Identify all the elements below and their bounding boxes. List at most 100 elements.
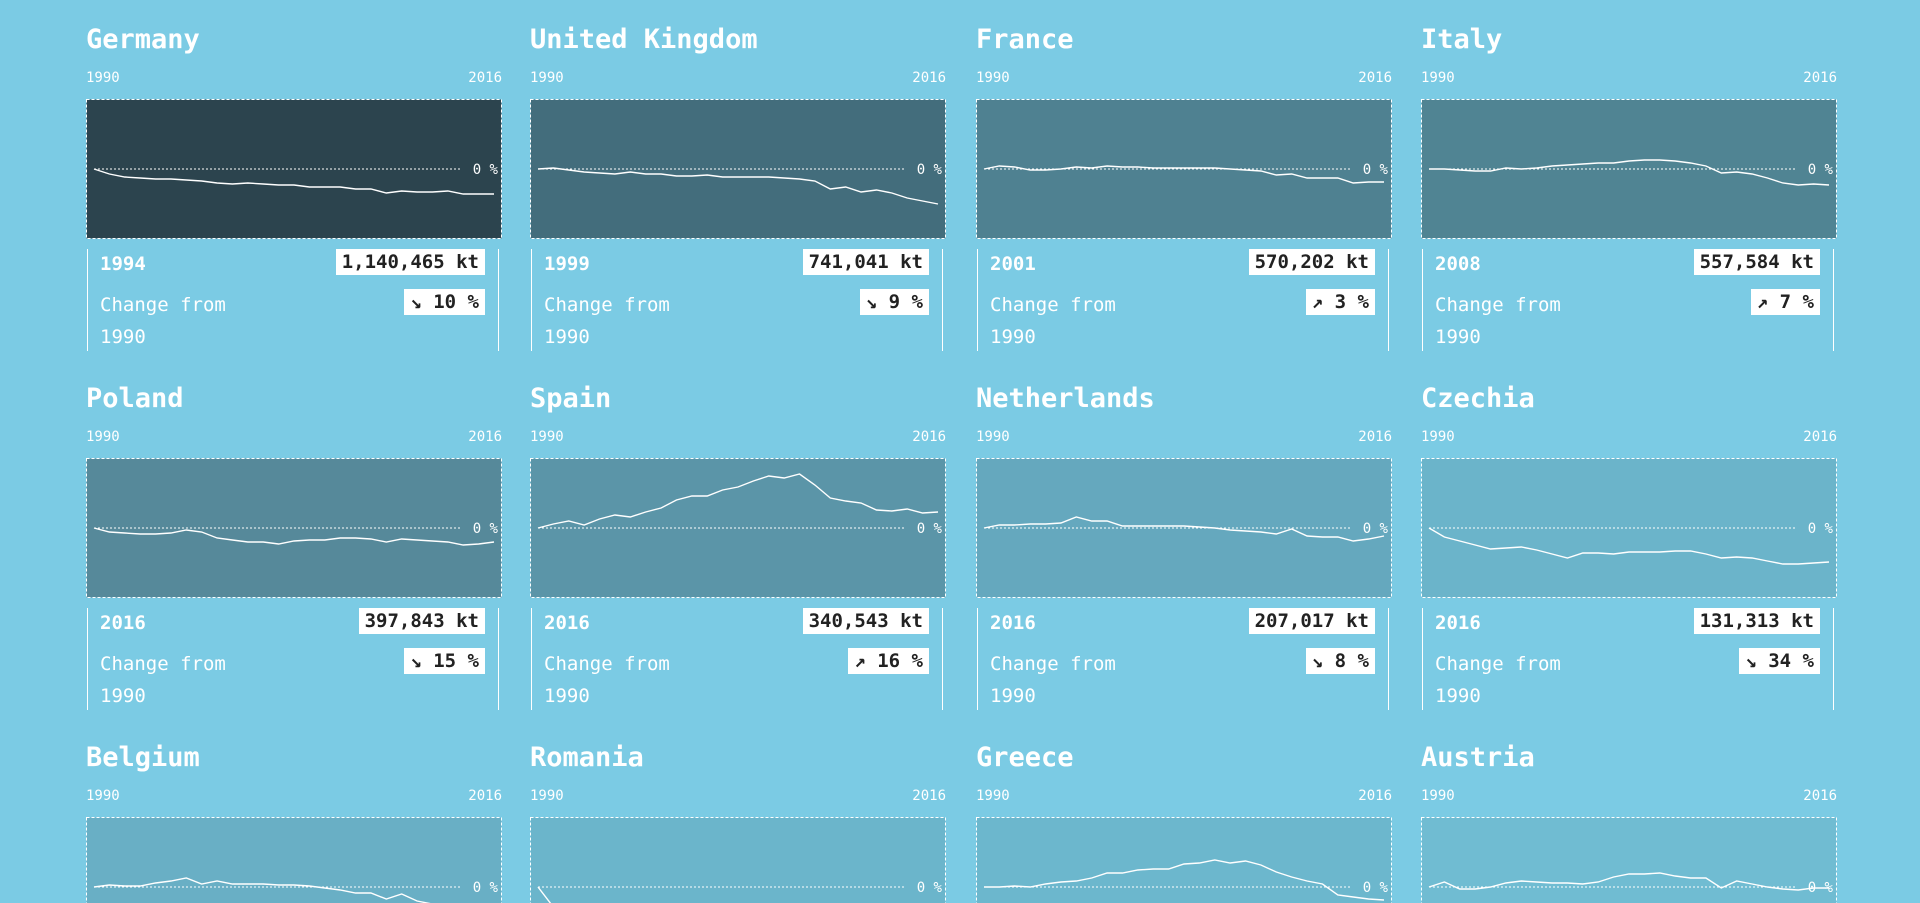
change-from-label: Change from 1990 <box>1435 294 1561 348</box>
emission-line <box>983 516 1385 542</box>
emission-line <box>1428 872 1829 891</box>
zero-label: 0 % <box>473 521 499 537</box>
country-card: Belgium 1990 2016 0 % <box>86 718 502 903</box>
start-year: 1990 <box>530 429 564 445</box>
start-year: 1990 <box>976 788 1010 804</box>
end-year: 2016 <box>912 429 946 445</box>
selected-year: 1999 <box>544 253 590 275</box>
start-year: 1990 <box>86 429 120 445</box>
amount-badge: 207,017 kt <box>1248 608 1375 634</box>
country-card: Netherlands 1990 2016 0 % 2016 207,017 kt Chan… <box>976 359 1392 718</box>
amount-badge: 340,543 kt <box>802 608 929 634</box>
country-title: France <box>976 24 1074 55</box>
selected-year: 2016 <box>544 612 590 634</box>
change-from-label: Change from 1990 <box>544 294 670 348</box>
country-card: United Kingdom 1990 2016 0 % 1999 741,041 kt C… <box>530 0 946 359</box>
emission-line <box>1429 159 1830 186</box>
end-year: 2016 <box>1358 429 1392 445</box>
end-year: 2016 <box>1803 429 1837 445</box>
start-year: 1990 <box>1421 70 1455 86</box>
chart-background <box>976 817 1392 903</box>
country-title: Poland <box>86 383 184 414</box>
start-year: 1990 <box>530 788 564 804</box>
country-card: Austria 1990 2016 0 % <box>1421 718 1837 903</box>
selected-year: 2016 <box>100 612 146 634</box>
sparkline-chart: 0 % <box>86 817 502 903</box>
country-title: Czechia <box>1421 383 1535 414</box>
info-box: 2016 131,313 kt Change from 1990 ↘ 34 % <box>1422 608 1834 710</box>
country-title: Austria <box>1421 742 1535 773</box>
country-card: Italy 1990 2016 0 % 2008 557,584 kt Change fro… <box>1421 0 1837 359</box>
zero-label: 0 % <box>917 162 943 178</box>
country-title: Romania <box>530 742 644 773</box>
start-year: 1990 <box>1421 429 1455 445</box>
zero-label: 0 % <box>917 521 943 537</box>
zero-label: 0 % <box>1363 521 1389 537</box>
end-year: 2016 <box>1803 70 1837 86</box>
zero-label: 0 % <box>1808 521 1834 537</box>
end-year: 2016 <box>1358 788 1392 804</box>
change-badge: ↘ 10 % <box>404 289 485 315</box>
country-title: Netherlands <box>976 383 1155 414</box>
info-box: 2001 570,202 kt Change from 1990 ↗ 3 % <box>977 249 1389 351</box>
change-from-label: Change from 1990 <box>100 653 226 707</box>
amount-badge: 1,140,465 kt <box>335 249 485 275</box>
emission-line <box>984 859 1385 901</box>
country-title: Spain <box>530 383 612 414</box>
change-from-label: Change from 1990 <box>544 653 670 707</box>
end-year: 2016 <box>912 788 946 804</box>
selected-year: 2001 <box>990 253 1036 275</box>
end-year: 2016 <box>1358 70 1392 86</box>
info-box: 2016 207,017 kt Change from 1990 ↘ 8 % <box>977 608 1389 710</box>
selected-year: 2016 <box>1435 612 1481 634</box>
change-badge: ↘ 9 % <box>859 289 929 315</box>
end-year: 2016 <box>468 70 502 86</box>
country-card: Romania 1990 2016 0 % <box>530 718 946 903</box>
country-card: Czechia 1990 2016 0 % 2016 131,313 kt Change f… <box>1421 359 1837 718</box>
sparkline-chart: 0 % <box>530 817 946 903</box>
sparkline-chart: 0 % <box>86 99 502 239</box>
change-from-label: Change from 1990 <box>100 294 226 348</box>
emission-line <box>1428 527 1830 565</box>
sparkline-chart: 0 % <box>976 458 1392 598</box>
country-title: Greece <box>976 742 1074 773</box>
change-from-label: Change from 1990 <box>1435 653 1561 707</box>
emission-line <box>93 877 431 903</box>
end-year: 2016 <box>468 788 502 804</box>
amount-badge: 741,041 kt <box>802 249 929 275</box>
info-box: 2016 397,843 kt Change from 1990 ↘ 15 % <box>87 608 499 710</box>
end-year: 2016 <box>912 70 946 86</box>
country-card: Spain 1990 2016 0 % 2016 340,543 kt Change fro… <box>530 359 946 718</box>
emission-line <box>983 165 1384 184</box>
zero-label: 0 % <box>473 880 499 896</box>
change-badge: ↘ 8 % <box>1305 648 1375 674</box>
start-year: 1990 <box>86 788 120 804</box>
end-year: 2016 <box>468 429 502 445</box>
amount-badge: 131,313 kt <box>1693 608 1820 634</box>
change-from-label: Change from 1990 <box>990 653 1116 707</box>
info-box: 2016 340,543 kt Change from 1990 ↗ 16 % <box>531 608 943 710</box>
sparkline-chart: 0 % <box>86 458 502 598</box>
country-title: Italy <box>1421 24 1503 55</box>
start-year: 1990 <box>976 70 1010 86</box>
amount-badge: 570,202 kt <box>1248 249 1375 275</box>
start-year: 1990 <box>86 70 120 86</box>
sparkline-chart: 0 % <box>530 458 946 598</box>
change-from-label: Change from 1990 <box>990 294 1116 348</box>
amount-badge: 557,584 kt <box>1693 249 1820 275</box>
emission-line <box>93 527 495 546</box>
sparkline-chart: 0 % <box>1421 817 1837 903</box>
start-year: 1990 <box>530 70 564 86</box>
info-box: 2008 557,584 kt Change from 1990 ↗ 7 % <box>1422 249 1834 351</box>
sparkline-chart: 0 % <box>976 817 1392 903</box>
change-badge: ↗ 3 % <box>1305 289 1375 315</box>
change-badge: ↗ 7 % <box>1750 289 1820 315</box>
zero-label: 0 % <box>1808 162 1834 178</box>
sparkline-chart: 0 % <box>1421 99 1837 239</box>
chart-background <box>86 817 502 903</box>
start-year: 1990 <box>1421 788 1455 804</box>
country-card: Germany 1990 2016 0 % 1994 1,140,465 kt Change… <box>86 0 502 359</box>
change-badge: ↘ 34 % <box>1739 648 1820 674</box>
selected-year: 2016 <box>990 612 1036 634</box>
